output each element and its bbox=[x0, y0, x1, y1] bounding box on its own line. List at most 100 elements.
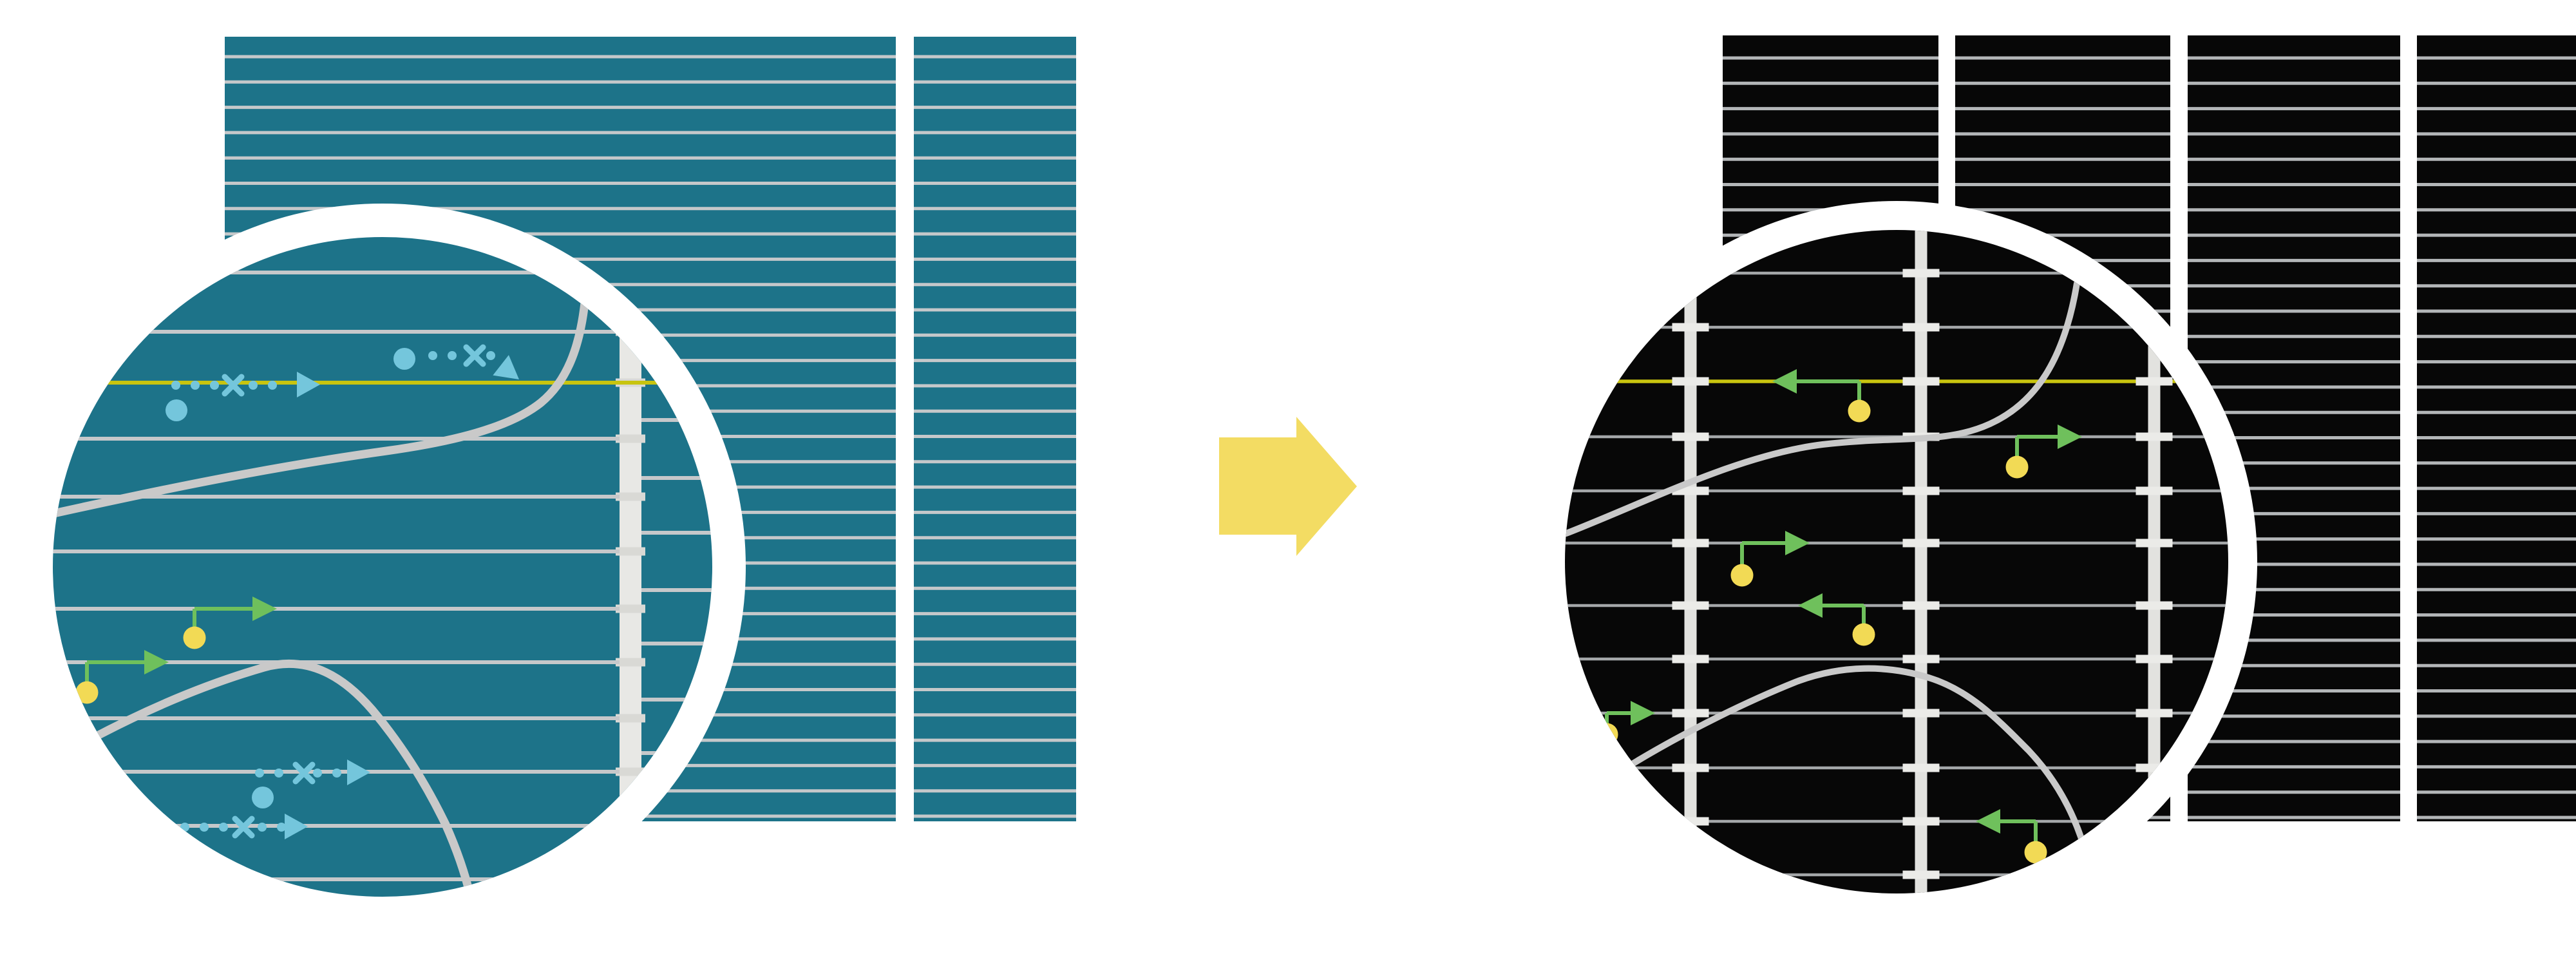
carrier-arrowhead-icon bbox=[347, 759, 370, 785]
busbar-pad bbox=[1902, 323, 1940, 332]
yellow-carrier-dot bbox=[1852, 623, 1875, 646]
cell-panel bbox=[914, 37, 1076, 821]
path-dot bbox=[255, 769, 264, 778]
carrier-arrowhead-icon bbox=[297, 372, 320, 397]
carrier-arrowhead-icon bbox=[144, 650, 169, 674]
carrier-arrowhead-icon bbox=[1785, 531, 1810, 555]
blue-carrier-dot bbox=[252, 787, 274, 808]
yellow-carrier-dot bbox=[1848, 399, 1871, 423]
carrier-arrowhead-icon bbox=[1772, 369, 1797, 394]
left-magnifier bbox=[19, 204, 746, 930]
busbar-pad bbox=[1672, 709, 1709, 718]
blue-carrier bbox=[252, 759, 370, 808]
green-carrier bbox=[1976, 809, 2047, 864]
path-dot bbox=[210, 381, 219, 390]
path-dot bbox=[277, 823, 286, 832]
busbar-pad bbox=[1902, 763, 1940, 772]
carrier-arrowhead-icon bbox=[1976, 809, 2000, 834]
path-dot bbox=[428, 351, 437, 360]
recombination-x-mark bbox=[463, 344, 486, 367]
magnified-view-background bbox=[53, 237, 712, 897]
transition-arrow-icon bbox=[1219, 417, 1357, 556]
busbar bbox=[2148, 230, 2161, 893]
busbar-pad bbox=[1672, 601, 1709, 610]
magnified-view-background bbox=[1565, 230, 2228, 893]
grain-boundary-line bbox=[1593, 665, 2094, 874]
busbar-pad bbox=[1902, 817, 1940, 826]
yellow-carrier-dot bbox=[75, 681, 99, 704]
busbar-pad bbox=[1672, 323, 1709, 332]
recombination-x-mark bbox=[292, 761, 316, 785]
busbar-pad bbox=[1902, 486, 1940, 495]
busbar-pad bbox=[616, 604, 645, 613]
busbar-pad bbox=[1902, 377, 1940, 386]
green-carrier bbox=[183, 597, 277, 649]
green-carrier bbox=[75, 650, 169, 704]
busbar-pad bbox=[1902, 654, 1940, 664]
busbar-pad bbox=[1672, 654, 1709, 664]
busbar-pad bbox=[1672, 432, 1709, 441]
busbar-pad bbox=[1902, 709, 1940, 718]
green-carrier bbox=[2005, 425, 2082, 479]
blue-carrier bbox=[393, 344, 519, 379]
busbar-pad bbox=[2136, 432, 2173, 441]
busbar-pad bbox=[1672, 763, 1709, 772]
recombination-x-mark bbox=[222, 374, 245, 397]
path-dot bbox=[274, 769, 283, 778]
path-dot bbox=[191, 381, 200, 390]
yellow-carrier-dot bbox=[1730, 564, 1754, 587]
busbar-pad bbox=[1672, 377, 1709, 386]
busbar-pad bbox=[1902, 539, 1940, 548]
busbar-pad bbox=[616, 547, 645, 556]
busbar-pad bbox=[1902, 601, 1940, 610]
busbar-pad bbox=[616, 434, 645, 443]
green-carrier bbox=[1772, 369, 1871, 423]
busbar-pad bbox=[2136, 377, 2173, 386]
path-dot bbox=[219, 823, 228, 832]
blue-carrier bbox=[166, 372, 320, 421]
busbar-pad bbox=[1672, 539, 1709, 548]
busbar-pad bbox=[2136, 539, 2173, 548]
green-carrier bbox=[1798, 593, 1875, 646]
path-dot bbox=[171, 381, 180, 390]
recombination-x-mark bbox=[232, 816, 255, 839]
yellow-carrier-dot bbox=[2024, 841, 2047, 864]
busbar-pad bbox=[1902, 870, 1940, 879]
path-dot bbox=[332, 769, 341, 778]
grain-boundary-line bbox=[1565, 280, 2080, 537]
green-carrier bbox=[1730, 531, 1810, 587]
busbar bbox=[1915, 230, 1927, 893]
path-dot bbox=[448, 351, 457, 360]
path-dot bbox=[258, 823, 267, 832]
path-dot bbox=[268, 381, 277, 390]
carrier-arrowhead-icon bbox=[1798, 593, 1823, 618]
blue-carrier-dot bbox=[393, 348, 415, 370]
carrier-arrowhead-icon bbox=[2058, 425, 2082, 449]
cell-panel bbox=[2417, 35, 2576, 821]
right-magnifier bbox=[1536, 201, 2257, 922]
path-dot bbox=[200, 823, 209, 832]
path-dot bbox=[486, 351, 495, 360]
busbar-pad bbox=[616, 714, 645, 723]
busbar-pad bbox=[2136, 654, 2173, 664]
path-dot bbox=[313, 769, 322, 778]
busbar-pad bbox=[616, 492, 645, 501]
busbar-pad bbox=[2136, 601, 2173, 610]
carrier-arrowhead-icon bbox=[493, 355, 519, 379]
carrier-arrowhead-icon bbox=[285, 814, 308, 839]
busbar-pad bbox=[2136, 486, 2173, 495]
busbar-pad bbox=[616, 767, 645, 776]
carrier-arrowhead-icon bbox=[252, 597, 277, 621]
busbar-pad bbox=[1672, 870, 1709, 879]
carrier-arrowhead-icon bbox=[1631, 701, 1655, 725]
busbar-pad bbox=[2136, 870, 2173, 879]
busbar-pad bbox=[616, 658, 645, 667]
blue-carrier-dot bbox=[166, 399, 187, 421]
busbar-pad bbox=[1902, 269, 1940, 278]
path-dot bbox=[249, 381, 258, 390]
busbar-pad bbox=[616, 875, 645, 884]
grain-boundary-line bbox=[86, 659, 476, 897]
